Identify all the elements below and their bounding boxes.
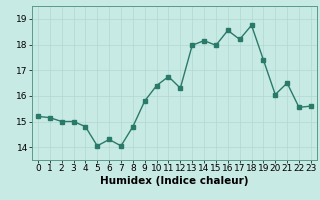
X-axis label: Humidex (Indice chaleur): Humidex (Indice chaleur)	[100, 176, 249, 186]
